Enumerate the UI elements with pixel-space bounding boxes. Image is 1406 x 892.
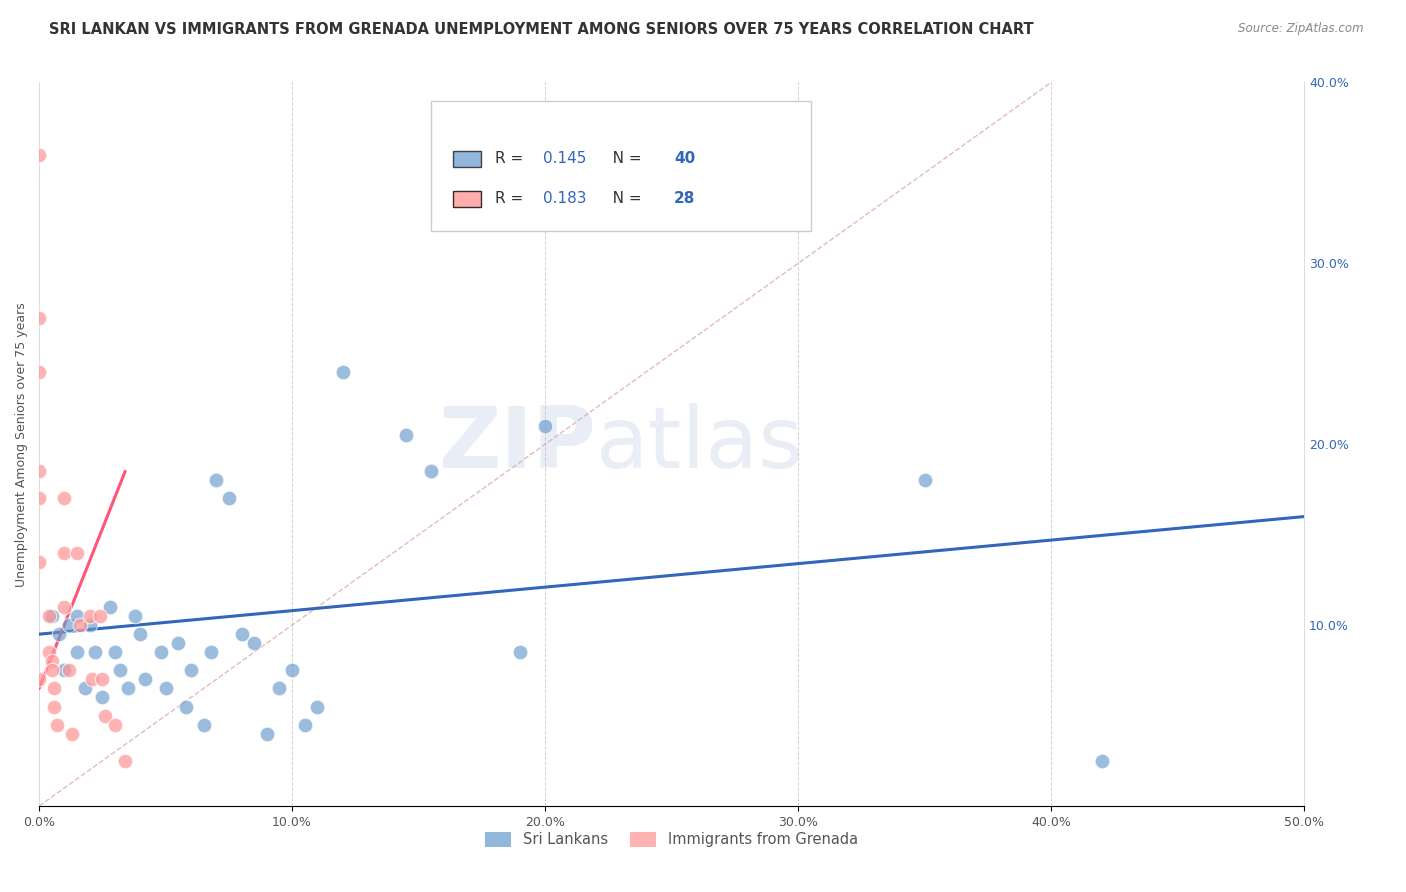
Text: SRI LANKAN VS IMMIGRANTS FROM GRENADA UNEMPLOYMENT AMONG SENIORS OVER 75 YEARS C: SRI LANKAN VS IMMIGRANTS FROM GRENADA UN… bbox=[49, 22, 1033, 37]
Point bbox=[98, 600, 121, 615]
FancyBboxPatch shape bbox=[432, 101, 811, 231]
Point bbox=[104, 717, 127, 731]
Point bbox=[44, 681, 66, 696]
Point bbox=[1091, 754, 1114, 768]
Point bbox=[218, 491, 240, 506]
Point bbox=[79, 618, 101, 632]
Text: atlas: atlas bbox=[596, 402, 804, 486]
Point bbox=[332, 365, 354, 379]
Point bbox=[200, 645, 222, 659]
Point bbox=[269, 681, 291, 696]
Point bbox=[307, 699, 329, 714]
Point bbox=[281, 664, 304, 678]
Point bbox=[193, 717, 215, 731]
Text: 40: 40 bbox=[673, 151, 696, 166]
Y-axis label: Unemployment Among Seniors over 75 years: Unemployment Among Seniors over 75 years bbox=[15, 301, 28, 587]
Point bbox=[28, 491, 51, 506]
Point bbox=[114, 754, 136, 768]
Point bbox=[66, 546, 89, 560]
Text: R =: R = bbox=[495, 191, 527, 206]
Point bbox=[58, 618, 80, 632]
Point bbox=[108, 664, 131, 678]
Point bbox=[509, 645, 531, 659]
Point bbox=[38, 609, 60, 624]
FancyBboxPatch shape bbox=[453, 191, 481, 207]
Point bbox=[91, 690, 114, 705]
Point bbox=[38, 645, 60, 659]
Point bbox=[73, 681, 96, 696]
Text: N =: N = bbox=[598, 151, 647, 166]
Point bbox=[155, 681, 177, 696]
Point bbox=[53, 664, 76, 678]
Text: 0.145: 0.145 bbox=[543, 151, 586, 166]
Point bbox=[28, 555, 51, 569]
Point bbox=[256, 726, 278, 740]
Point bbox=[914, 474, 936, 488]
Point bbox=[66, 645, 89, 659]
Point bbox=[44, 699, 66, 714]
Point bbox=[41, 654, 63, 668]
Point bbox=[104, 645, 127, 659]
Point bbox=[58, 664, 80, 678]
Point bbox=[28, 365, 51, 379]
Point bbox=[294, 717, 316, 731]
Point bbox=[28, 464, 51, 478]
Point bbox=[41, 664, 63, 678]
Text: N =: N = bbox=[598, 191, 647, 206]
Point bbox=[41, 609, 63, 624]
Point bbox=[395, 428, 418, 442]
Point bbox=[79, 609, 101, 624]
Point bbox=[180, 664, 202, 678]
Point bbox=[149, 645, 172, 659]
Point bbox=[82, 673, 104, 687]
Text: R =: R = bbox=[495, 151, 527, 166]
Point bbox=[53, 491, 76, 506]
Point bbox=[129, 627, 152, 641]
Point bbox=[83, 645, 105, 659]
Point bbox=[205, 474, 228, 488]
Point bbox=[91, 673, 114, 687]
Point bbox=[243, 636, 266, 650]
Point bbox=[60, 726, 83, 740]
Text: Source: ZipAtlas.com: Source: ZipAtlas.com bbox=[1239, 22, 1364, 36]
Text: 28: 28 bbox=[673, 191, 696, 206]
Legend: Sri Lankans, Immigrants from Grenada: Sri Lankans, Immigrants from Grenada bbox=[479, 826, 863, 853]
Point bbox=[231, 627, 253, 641]
Point bbox=[420, 464, 443, 478]
Point bbox=[117, 681, 139, 696]
Point bbox=[48, 627, 70, 641]
Text: 0.183: 0.183 bbox=[543, 191, 586, 206]
Point bbox=[45, 717, 67, 731]
Point bbox=[28, 673, 51, 687]
Point bbox=[124, 609, 146, 624]
Point bbox=[53, 546, 76, 560]
Text: ZIP: ZIP bbox=[437, 402, 596, 486]
Point bbox=[28, 310, 51, 325]
Point bbox=[534, 419, 557, 434]
Point bbox=[69, 618, 91, 632]
Point bbox=[89, 609, 111, 624]
Point bbox=[53, 600, 76, 615]
Point bbox=[167, 636, 190, 650]
Point bbox=[94, 708, 117, 723]
FancyBboxPatch shape bbox=[453, 151, 481, 167]
Point bbox=[174, 699, 197, 714]
Point bbox=[28, 148, 51, 162]
Point bbox=[66, 609, 89, 624]
Point bbox=[134, 673, 156, 687]
